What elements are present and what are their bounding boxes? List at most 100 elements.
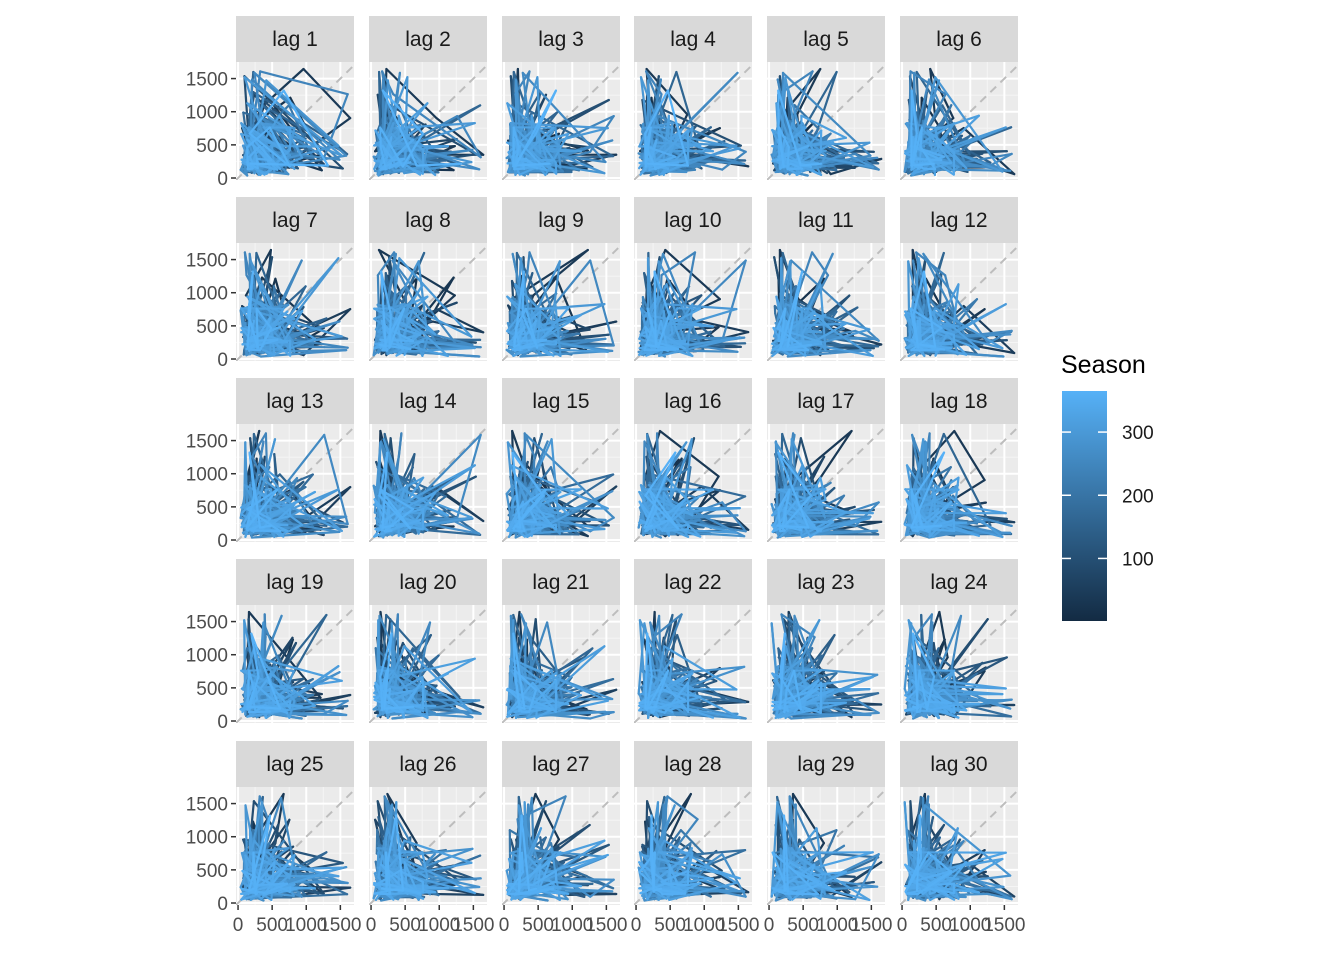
- facet-strip: [369, 16, 487, 62]
- facet-panel: lag 2: [369, 16, 487, 180]
- lag-segment: [528, 126, 555, 152]
- lag-segment: [653, 270, 657, 348]
- facet-panel: lag 4: [634, 16, 752, 180]
- lag-segment: [323, 346, 349, 349]
- facet-strip-label: lag 14: [399, 390, 457, 413]
- y-tick-label: 1500: [186, 251, 228, 272]
- lag-segment: [772, 76, 787, 157]
- lag-segment: [934, 307, 1004, 350]
- lag-segment: [243, 76, 343, 157]
- lag-segment: [388, 157, 406, 170]
- lag-segment: [248, 132, 291, 168]
- lag-segment: [668, 310, 683, 345]
- lag-segment: [269, 490, 316, 517]
- facet-strip: [767, 197, 885, 243]
- lag-segment: [531, 129, 557, 164]
- y-tick-label: 1000: [186, 465, 228, 486]
- lag-segment: [661, 252, 701, 345]
- lag-segment: [248, 89, 285, 135]
- lag-segment: [250, 529, 282, 533]
- lag-segment: [922, 270, 937, 348]
- lag-segment: [819, 154, 827, 169]
- lag-segment: [779, 307, 787, 349]
- lag-segment: [253, 71, 348, 157]
- lag-segment: [278, 523, 304, 537]
- lag-segment: [513, 343, 520, 348]
- lag-segment: [525, 251, 531, 277]
- lag-segment: [287, 104, 315, 160]
- lag-segment: [248, 283, 263, 329]
- lag-segment: [513, 270, 525, 348]
- lag-segment: [664, 248, 721, 301]
- lag-segment: [255, 307, 259, 349]
- lag-segment: [909, 307, 943, 330]
- lag-segment: [514, 162, 551, 167]
- lag-segment: [777, 89, 802, 167]
- facet-strip-label: lag 1: [272, 28, 318, 51]
- lag-path: [767, 245, 885, 361]
- facet-strip-label: lag 2: [405, 28, 451, 51]
- lag-segment: [388, 307, 406, 349]
- lag-segment: [521, 313, 539, 349]
- lag-segment: [246, 325, 282, 343]
- lag-segment: [666, 89, 690, 167]
- facet-strip-label: lag 11: [798, 209, 854, 232]
- lag-path: [767, 64, 885, 180]
- lag-segment: [248, 319, 255, 352]
- lag-segment: [421, 336, 429, 357]
- lag-segment: [246, 270, 254, 348]
- lag-segment: [909, 157, 943, 162]
- lag-segment: [778, 126, 790, 149]
- lag-segment: [383, 325, 415, 343]
- facet-panel: lag 9: [502, 197, 620, 361]
- y-tick-label: 500: [196, 498, 228, 519]
- lag-path: [900, 245, 1018, 361]
- lag-segment: [926, 341, 956, 346]
- lag-segment: [245, 488, 279, 530]
- lag-segment: [929, 326, 955, 336]
- lag-segment: [385, 67, 438, 120]
- lag-segment: [415, 162, 463, 167]
- lag-segment: [778, 67, 822, 120]
- lag-segment: [700, 320, 750, 334]
- lag-segment: [777, 138, 782, 170]
- lag-segment: [265, 488, 340, 531]
- lag-segment: [398, 257, 473, 338]
- lag-segment: [910, 327, 943, 352]
- lag-segment: [645, 126, 687, 152]
- lag-segment: [269, 337, 316, 357]
- lag-segment: [240, 511, 249, 525]
- lag-segment: [779, 162, 793, 170]
- lag-segment: [518, 104, 615, 158]
- lag-segment: [801, 126, 816, 155]
- facet-strip: [369, 197, 487, 243]
- lag-segment: [248, 348, 262, 352]
- lag-segment: [652, 152, 657, 163]
- lag-segment: [516, 338, 548, 343]
- lag-path: [900, 64, 1018, 180]
- lag-segment: [952, 283, 960, 329]
- facet-strip-label: lag 3: [538, 28, 584, 51]
- facet-strip: [634, 197, 752, 243]
- lag-segment: [513, 167, 525, 171]
- lag-segment: [777, 132, 785, 168]
- lag-segment: [536, 310, 542, 345]
- facet-strip: [236, 378, 354, 424]
- lag-segment: [270, 257, 340, 338]
- lag-segment: [270, 488, 340, 519]
- lag-segment: [801, 310, 816, 335]
- lag-segment: [786, 343, 790, 348]
- y-tick-label: 1500: [186, 70, 228, 91]
- lag-segment: [921, 128, 968, 170]
- lag-segment: [251, 432, 267, 458]
- lag-segment: [248, 144, 262, 158]
- lag-segment: [381, 144, 395, 162]
- lag-segment: [926, 129, 953, 164]
- lag-segment: [379, 343, 387, 348]
- lag-segment: [249, 162, 330, 167]
- lag-path: [236, 426, 354, 542]
- lag-segment: [381, 89, 418, 167]
- lag-segment: [246, 338, 279, 343]
